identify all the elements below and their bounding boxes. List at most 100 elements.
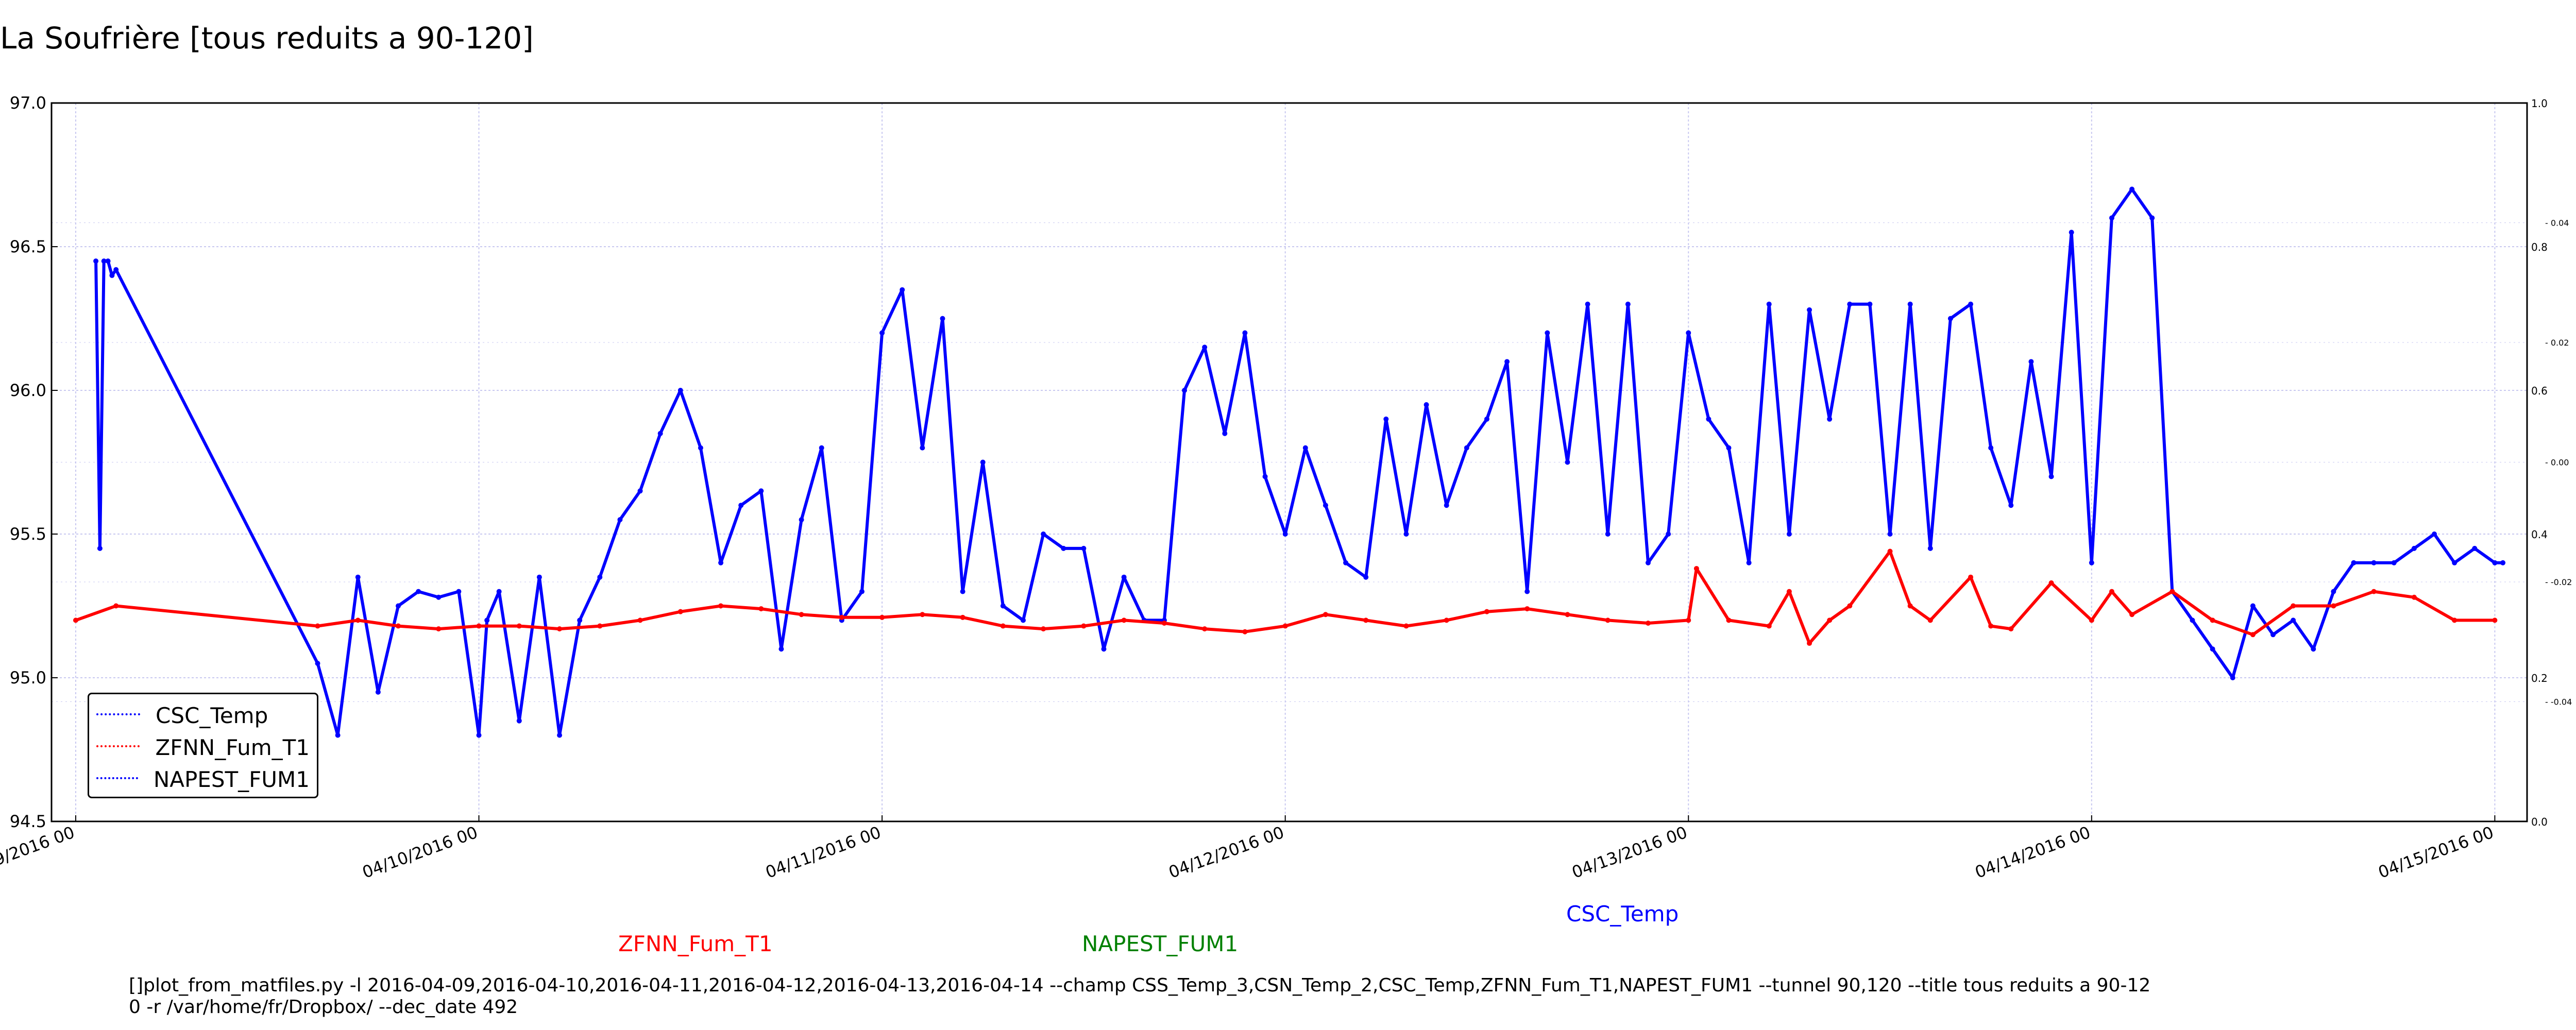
data-point: [1887, 548, 1893, 554]
data-point: [1666, 531, 1671, 537]
data-point: [718, 560, 724, 565]
data-point: [1504, 359, 1510, 365]
data-point: [738, 503, 744, 508]
right-axis-tick-label: 0.0: [2531, 816, 2548, 828]
data-point: [2411, 545, 2417, 551]
data-point: [1847, 301, 1853, 307]
data-point: [2250, 632, 2256, 638]
data-point: [1706, 416, 1711, 422]
x-tick-label: 04/14/2016 00: [1972, 822, 2093, 882]
data-point: [2109, 215, 2114, 221]
data-point: [1988, 445, 1994, 451]
data-point: [799, 612, 804, 617]
data-point: [2291, 617, 2296, 623]
data-point: [1786, 589, 1792, 594]
legend-item-napest: NAPEST_FUM1: [96, 763, 310, 795]
right-axis-tick-label: 0.8: [2531, 241, 2548, 253]
right-axis-tick-label: 0.4: [2531, 528, 2548, 541]
data-point: [1041, 626, 1046, 632]
data-point: [516, 718, 522, 724]
data-point: [1021, 617, 1026, 623]
data-point: [2452, 560, 2458, 565]
data-point: [597, 623, 603, 629]
data-point: [93, 258, 99, 264]
x-tick-label: 04/09/2016 00: [0, 822, 77, 882]
y-tick-label: 94.5: [10, 812, 46, 831]
data-point: [456, 589, 462, 594]
data-point: [396, 603, 401, 609]
data-point: [1726, 445, 1732, 451]
data-point: [1746, 560, 1752, 565]
data-point: [1585, 301, 1590, 307]
data-point: [1968, 574, 1974, 580]
legend-swatch-zfnn: [96, 745, 140, 749]
data-point: [2411, 594, 2417, 600]
data-point: [1242, 330, 1248, 336]
data-point: [1041, 531, 1046, 537]
data-point: [2452, 617, 2458, 623]
legend-swatch-napest: [96, 777, 138, 781]
data-point: [1726, 617, 1732, 623]
data-point: [1282, 531, 1288, 537]
data-point: [1101, 646, 1107, 652]
data-point: [1524, 606, 1530, 612]
data-point: [1827, 416, 1833, 422]
data-point: [1867, 301, 1873, 307]
legend-item-csc: CSC_Temp: [96, 699, 310, 731]
legend-label-zfnn: ZFNN_Fum_T1: [155, 734, 310, 760]
right-axis-minor-label: - 0.02: [2545, 338, 2569, 348]
data-point: [2351, 560, 2357, 565]
data-point: [677, 609, 683, 614]
data-point: [1968, 301, 1974, 307]
data-point: [436, 594, 442, 600]
data-point: [1444, 617, 1449, 623]
data-point: [1484, 416, 1489, 422]
data-point: [1323, 503, 1328, 508]
data-point: [1907, 301, 1913, 307]
right-axis-minor-label: - -0.04: [2545, 697, 2572, 707]
data-point: [1222, 431, 1228, 436]
data-point: [436, 626, 442, 632]
data-point: [2069, 230, 2074, 235]
data-point: [1847, 603, 1853, 609]
legend-swatch-csc: [96, 713, 140, 717]
data-point: [960, 614, 965, 620]
data-point: [1565, 612, 1570, 617]
data-point: [2129, 186, 2135, 192]
series-label-napest: NAPEST_FUM1: [1082, 931, 1239, 956]
data-point: [484, 617, 490, 623]
data-point: [2472, 545, 2478, 551]
y-tick-label: 95.5: [10, 524, 46, 544]
data-point: [1363, 617, 1369, 623]
data-point: [1645, 620, 1651, 626]
data-point: [698, 445, 703, 451]
data-point: [2109, 589, 2114, 594]
legend-label-napest: NAPEST_FUM1: [153, 766, 310, 792]
data-point: [1766, 301, 1772, 307]
x-tick-label: 04/13/2016 00: [1569, 822, 1690, 882]
data-point: [315, 623, 320, 629]
data-point: [496, 589, 502, 594]
data-point: [2331, 589, 2336, 594]
data-point: [1484, 609, 1489, 614]
data-point: [2210, 646, 2215, 652]
data-point: [1686, 617, 1691, 623]
data-point: [879, 614, 885, 620]
data-point: [105, 258, 111, 264]
data-point: [1061, 545, 1066, 551]
data-point: [960, 589, 965, 594]
data-point: [839, 614, 844, 620]
data-point: [1000, 603, 1006, 609]
plot-frame: [50, 102, 2528, 822]
data-point: [1121, 574, 1127, 580]
data-point: [476, 732, 482, 738]
data-point: [1262, 474, 1268, 479]
x-tick-label: 04/12/2016 00: [1166, 822, 1286, 882]
right-axis-minor-label: - 0.04: [2545, 218, 2569, 228]
right-axis-tick-label: 0.6: [2531, 385, 2548, 397]
data-point: [1524, 589, 1530, 594]
data-point: [2230, 675, 2235, 680]
data-point: [2391, 560, 2397, 565]
data-point: [315, 661, 320, 666]
